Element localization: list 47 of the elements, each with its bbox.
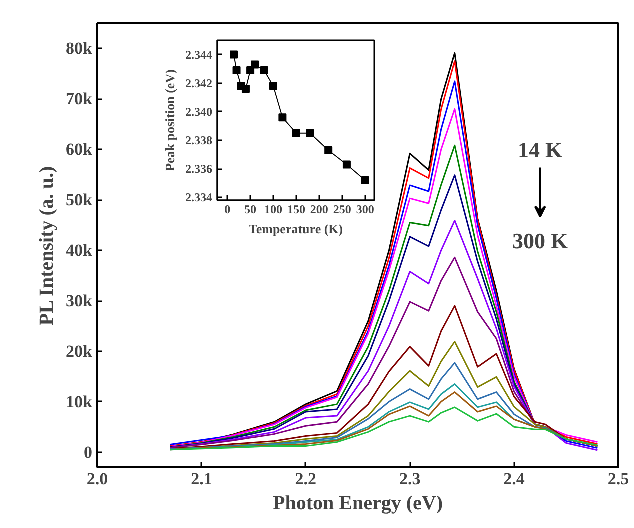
y-tick-label: 50k [66, 190, 94, 210]
x-tick-label: 0 [224, 202, 231, 216]
point [232, 66, 241, 74]
y-tick-label: 80k [66, 39, 94, 58]
point [342, 160, 351, 169]
y-tick-label: 2.336 [186, 162, 212, 176]
x-tick-label: 2.5 [608, 470, 630, 488]
x-axis-title: Photon Energy (eV) [273, 492, 443, 514]
point [242, 85, 250, 94]
y-tick-label: 20k [66, 342, 94, 361]
y-tick-label: 2.344 [186, 48, 212, 62]
x-tick-label: 250 [333, 202, 352, 216]
point [278, 114, 287, 122]
y-tick-label: 2.334 [186, 190, 212, 205]
x-tick-label: 100 [264, 202, 283, 216]
y-tick-label: 70k [66, 90, 94, 109]
annotation: 300 K [512, 228, 568, 254]
y-tick-label: 0 [84, 442, 92, 462]
point [270, 82, 278, 90]
x-tick-label: 2.4 [504, 470, 526, 488]
y-tick-label: 60k [66, 140, 94, 160]
x-tick-label: 50 [244, 202, 257, 216]
y-tick-label: 2.342 [186, 76, 212, 90]
point [230, 50, 238, 59]
x-tick-label: 2.0 [86, 470, 108, 488]
x-tick-label: 300 [356, 202, 374, 216]
annotation: 14 K [518, 138, 563, 163]
point [260, 66, 268, 74]
x-tick-label: 2.2 [295, 470, 317, 488]
y-tick-label: 2.338 [186, 134, 212, 148]
y-tick-label: 10k [66, 392, 94, 412]
point [324, 146, 333, 154]
x-tick-label: 200 [310, 202, 328, 216]
y-axis-title: PL Intensity (a. u.) [36, 166, 58, 326]
x-tick-label: 150 [287, 202, 306, 216]
point [361, 176, 370, 184]
y-tick-label: 40k [66, 241, 94, 260]
point [292, 129, 300, 138]
point [251, 60, 260, 69]
x-tick-label: 2.3 [399, 470, 421, 488]
x-tick-label: 2.1 [191, 470, 212, 488]
x-axis-title: Temperature (K) [248, 222, 344, 236]
y-tick-label: 30k [66, 292, 94, 310]
point [306, 129, 314, 138]
line-series [170, 406, 598, 451]
y-axis-title: Peak position (eV) [162, 70, 178, 172]
y-tick-label: 2.340 [186, 104, 212, 119]
